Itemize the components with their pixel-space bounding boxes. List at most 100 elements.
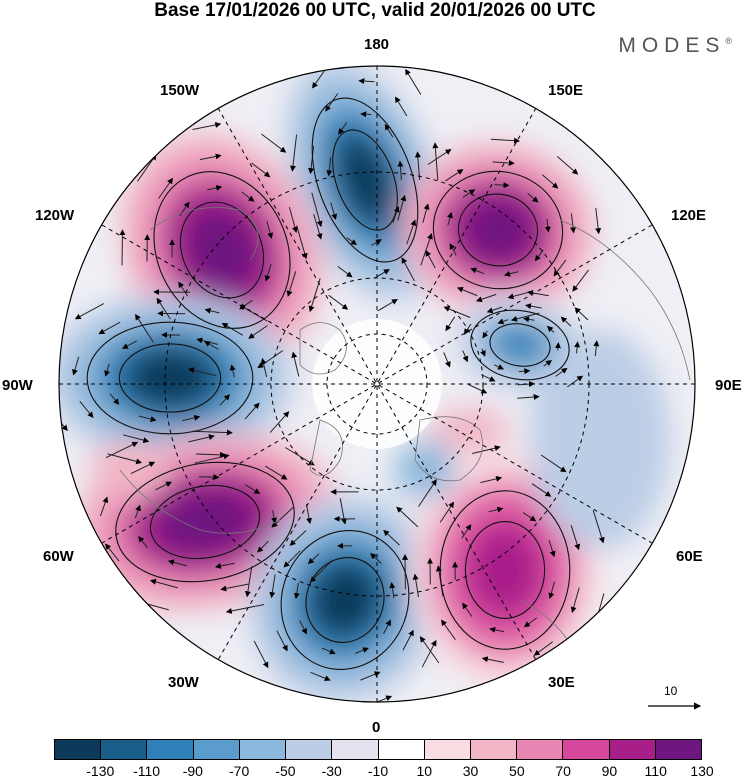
wind-arrow — [389, 582, 396, 599]
lon-label-30e: 30E — [548, 674, 575, 691]
brand-mark: ® — [725, 36, 732, 46]
wind-arrow — [462, 350, 469, 363]
wind-arrow — [298, 695, 325, 702]
wind-arrow — [65, 488, 76, 515]
wind-arrow — [397, 194, 407, 221]
wind-arrow — [338, 122, 348, 135]
wind-arrow — [134, 504, 141, 519]
wind-arrow — [229, 364, 236, 378]
wind-arrow — [384, 123, 394, 138]
wind-arrow — [463, 323, 472, 335]
wind-arrow — [527, 289, 549, 297]
wind-arrow — [59, 408, 68, 432]
wind-arrow — [257, 540, 269, 553]
colorbar-swatch — [424, 740, 471, 759]
lon-label-60w: 60W — [43, 548, 74, 565]
wind-arrow — [149, 578, 178, 589]
wind-arrow — [542, 174, 559, 189]
wind-arrow — [307, 553, 320, 565]
colorbar-tick-label: -70 — [229, 763, 250, 779]
wind-arrow — [419, 636, 440, 664]
colorbar-swatch — [655, 740, 702, 759]
wind-arrow — [414, 151, 421, 181]
wind-arrow — [271, 507, 294, 528]
wind-arrow — [325, 93, 339, 112]
wind-arrow — [251, 162, 271, 178]
wind-arrow — [178, 281, 189, 297]
wind-arrow — [119, 229, 126, 266]
colorbar-swatch — [239, 740, 287, 759]
wind-arrow — [296, 225, 308, 260]
wind-arrow — [489, 626, 505, 633]
colorbar-swatch — [517, 740, 564, 759]
wind-arrow — [553, 259, 567, 277]
contour-line — [464, 521, 546, 619]
colorbar-tick-label: 10 — [416, 763, 433, 779]
wind-arrow — [486, 306, 503, 314]
wind-arrow — [310, 671, 331, 682]
wind-arrow — [158, 177, 173, 199]
anomaly-negative — [249, 495, 441, 702]
wind-arrow — [474, 685, 504, 694]
brand-text: MODES — [618, 34, 726, 57]
wind-arrow — [523, 316, 535, 323]
wind-arrow — [104, 363, 110, 377]
wind-arrow — [456, 286, 478, 297]
wind-arrow — [339, 498, 348, 525]
wind-arrow — [308, 278, 321, 313]
wind-arrow — [567, 375, 584, 388]
wind-arrow — [155, 481, 172, 491]
wind-arrow — [533, 641, 553, 656]
wind-arrow — [266, 221, 274, 239]
wind-arrow — [71, 550, 91, 575]
wind-arrow — [41, 350, 48, 374]
wind-arrow — [192, 429, 233, 436]
wind-arrow — [525, 303, 542, 310]
wind-arrow — [105, 441, 139, 459]
contour-line — [311, 97, 419, 263]
wind-arrow — [321, 647, 336, 655]
wind-arrow — [219, 394, 230, 406]
wind-arrow — [123, 434, 150, 444]
coastline — [119, 469, 281, 534]
anomaly-negative — [59, 294, 295, 462]
lon-label-150w: 150W — [160, 82, 200, 99]
wind-arrow — [107, 453, 143, 465]
wind-arrow — [481, 656, 504, 663]
wind-arrow — [462, 602, 473, 617]
wind-arrow — [199, 153, 222, 161]
wind-arrow — [527, 192, 539, 203]
wind-arrow — [570, 525, 581, 551]
wind-arrow — [540, 454, 567, 473]
wind-arrow — [432, 142, 439, 181]
wind-arrow — [548, 539, 556, 558]
wind-arrow — [492, 159, 515, 166]
wind-arrow — [546, 325, 555, 333]
wind-arrow — [289, 530, 307, 546]
wind-arrow — [330, 202, 338, 221]
colorbar — [54, 739, 702, 760]
wind-arrow — [244, 566, 253, 598]
wind-arrow — [480, 475, 503, 484]
colorbar-tick-label: 30 — [462, 763, 479, 779]
wind-arrow — [504, 270, 519, 277]
wind-arrow — [225, 604, 265, 614]
wind-arrow — [188, 434, 215, 443]
wind-arrow — [328, 294, 349, 310]
wind-arrow — [420, 233, 433, 266]
coastline — [299, 322, 347, 375]
wind-arrow — [418, 478, 437, 507]
wind-arrow — [98, 321, 121, 335]
colorbar-ticks: -130 -110 -90 -70 -50 -30 -10 10 30 50 70 90 110 130 — [54, 763, 713, 783]
wind-arrow — [425, 250, 436, 269]
wind-arrow — [449, 243, 457, 256]
wind-arrow — [468, 384, 488, 394]
wind-arrow — [138, 415, 157, 422]
wind-arrow — [595, 207, 602, 235]
brand-logo: MODES® — [618, 34, 732, 58]
wind-arrow — [439, 501, 455, 523]
wind-arrow — [412, 573, 419, 598]
wind-arrow — [360, 671, 381, 681]
wind-arrow — [207, 185, 223, 191]
wind-arrow — [269, 411, 290, 433]
